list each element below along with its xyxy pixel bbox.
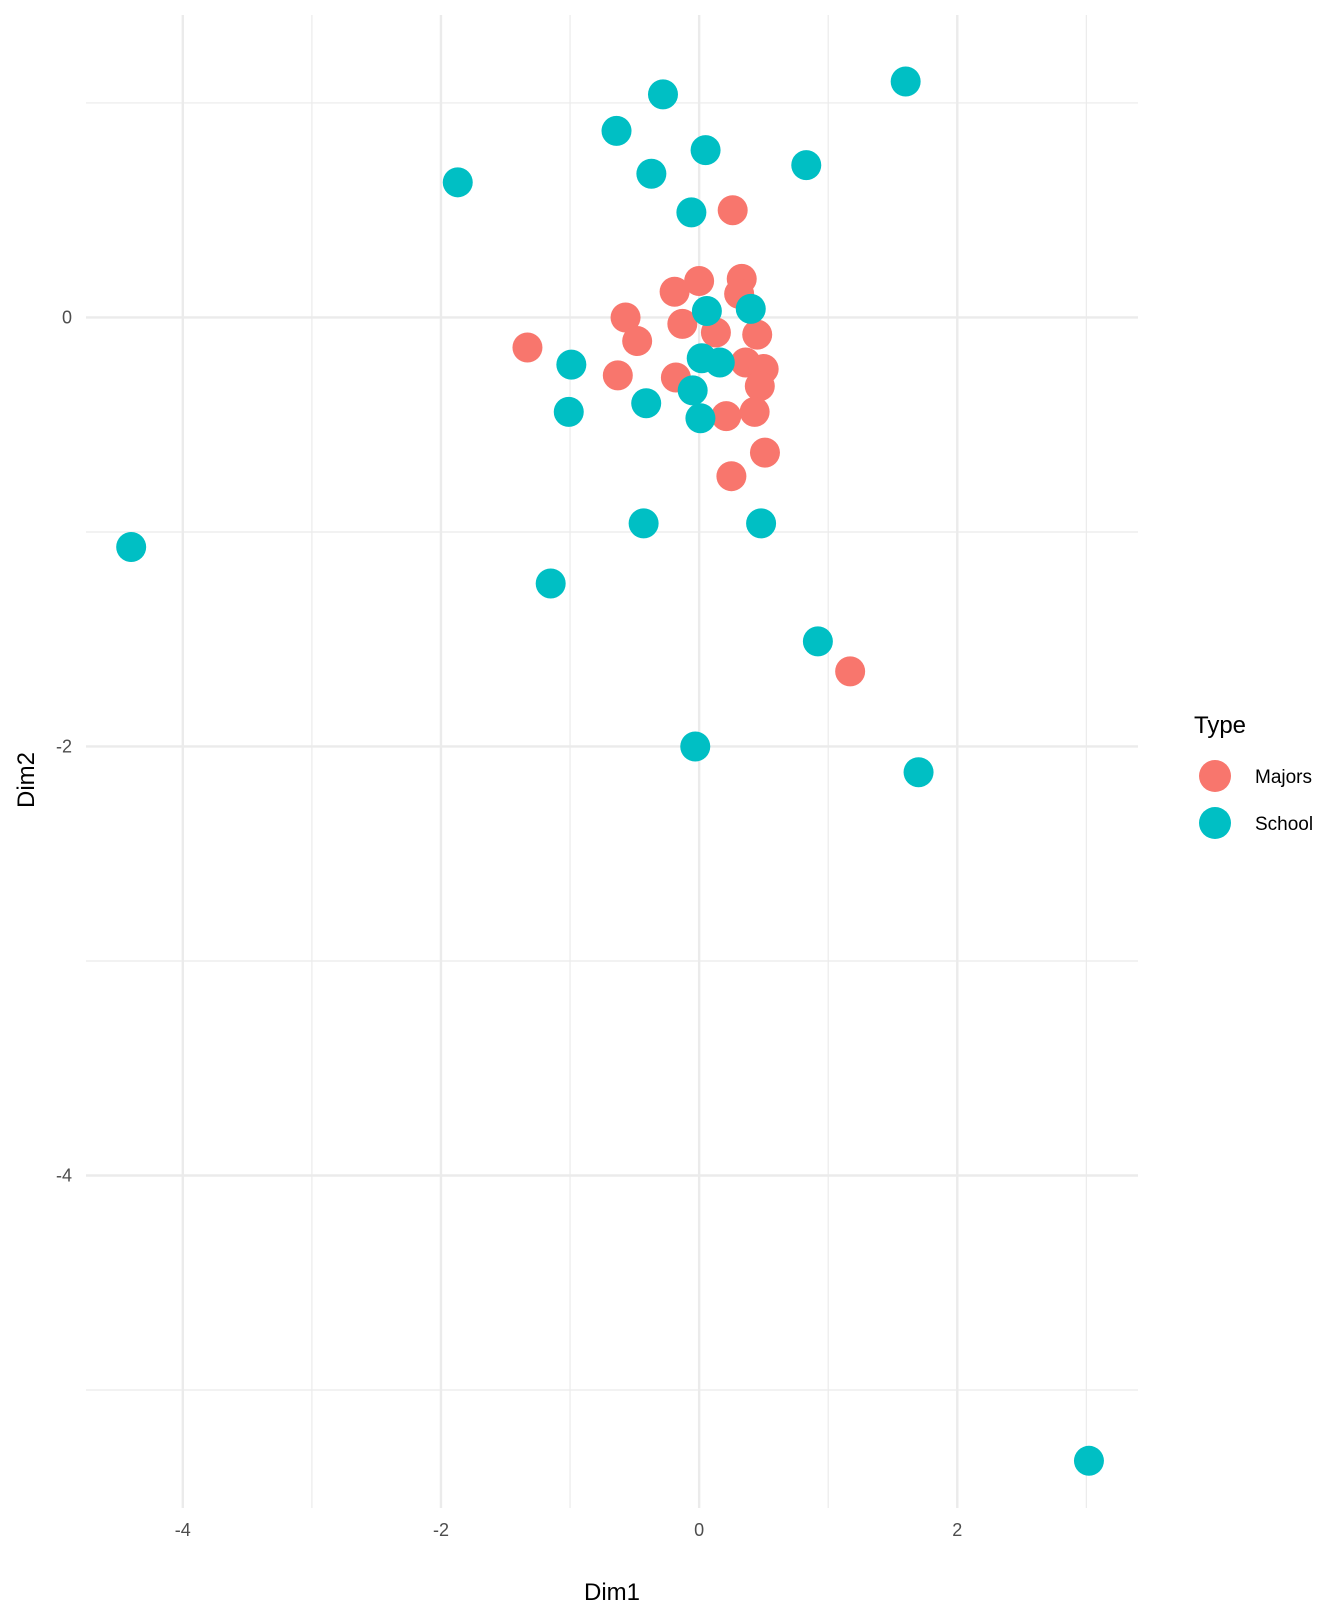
data-point-school — [556, 349, 587, 380]
x-tick-label: -4 — [175, 1520, 191, 1540]
x-tick-label: -2 — [433, 1520, 449, 1540]
data-point-majors — [744, 371, 775, 402]
x-tick-label: 0 — [694, 1520, 704, 1540]
data-point-majors — [512, 332, 543, 363]
legend-title: Type — [1194, 712, 1246, 739]
data-point-school — [691, 296, 722, 327]
data-point-school — [704, 347, 735, 378]
y-tick-label: -4 — [56, 1166, 72, 1186]
data-point-school — [685, 403, 716, 434]
data-point-school — [636, 158, 667, 189]
data-point-school — [601, 115, 632, 146]
data-point-school — [442, 167, 473, 198]
legend-key-majors-icon — [1199, 760, 1231, 792]
data-point-school — [680, 731, 711, 762]
data-point-school — [903, 757, 934, 788]
legend-label-school: School — [1255, 814, 1313, 835]
plot-panel — [86, 15, 1138, 1508]
data-point-majors — [667, 308, 698, 339]
data-point-school — [535, 568, 566, 599]
data-point-majors — [684, 265, 715, 296]
legend-label-majors: Majors — [1255, 767, 1312, 788]
y-axis: -4 -2 0 — [56, 307, 72, 1185]
data-point-school — [647, 79, 678, 110]
data-point-school — [746, 508, 777, 539]
data-point-school — [677, 375, 708, 406]
legend-item-majors: Majors — [1199, 760, 1312, 792]
data-point-majors — [659, 276, 690, 307]
data-point-school — [553, 396, 584, 427]
major-gridlines — [86, 15, 1138, 1508]
data-point-school — [791, 150, 822, 181]
legend-item-school: School — [1199, 807, 1313, 839]
data-point-school — [802, 626, 833, 657]
x-tick-label: 2 — [952, 1520, 962, 1540]
y-tick-label: 0 — [62, 307, 72, 327]
data-point-majors — [717, 195, 748, 226]
data-point-majors — [711, 401, 742, 432]
data-point-school — [631, 388, 662, 419]
data-point-school — [1073, 1445, 1104, 1476]
y-tick-label: -2 — [56, 736, 72, 756]
y-axis-title: Dim2 — [13, 752, 40, 808]
data-point-school — [890, 66, 921, 97]
data-point-school — [735, 293, 766, 324]
data-point-majors — [716, 461, 747, 492]
data-point-majors — [742, 319, 773, 350]
x-axis: -4 -2 0 2 — [175, 1520, 962, 1540]
legend: Type Majors School — [1194, 712, 1313, 839]
data-point-majors — [610, 302, 641, 333]
legend-key-school-icon — [1199, 807, 1231, 839]
data-point-majors — [622, 326, 653, 357]
data-point-school — [690, 135, 721, 166]
data-point-school — [628, 508, 659, 539]
data-point-school — [676, 197, 707, 228]
x-axis-title: Dim1 — [584, 1579, 640, 1606]
minor-gridlines — [86, 15, 1138, 1508]
data-point-school — [116, 531, 147, 562]
data-point-majors — [749, 437, 780, 468]
data-point-majors — [835, 656, 866, 687]
data-point-majors — [739, 396, 770, 427]
data-point-majors — [602, 360, 633, 391]
data-points — [116, 66, 1104, 1476]
